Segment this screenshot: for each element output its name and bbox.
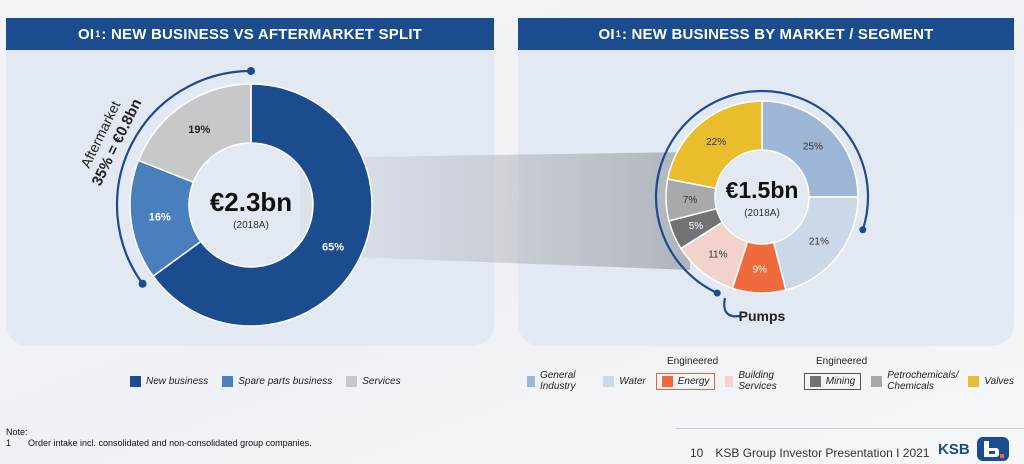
right-legend: General Industry Water Energy Building Serv… (527, 370, 1024, 392)
legend-item: Spare parts business (222, 376, 332, 387)
left-center-sub: (2018A) (233, 220, 269, 231)
right-donut-chart: 25% 21% 9% 11% 5% 7% 22% (665, 100, 859, 294)
footer: 10 KSB Group Investor Presentation I 2021 (690, 446, 929, 460)
right-slice-label: 22% (706, 137, 726, 148)
legend-item: Petrochemicals/Chemicals (871, 370, 958, 392)
pumps-bracket-dot-right (859, 226, 867, 234)
right-center-value: €1.5bn (726, 177, 799, 203)
legend-swatch (130, 376, 141, 387)
page-number: 10 (690, 446, 704, 460)
legend-swatch (809, 375, 821, 387)
legend-label: Building Services (738, 370, 777, 392)
ksb-logo: KSB (938, 436, 1010, 462)
engineered-label-energy: Engineered (667, 356, 719, 367)
right-slice-general-industry (761, 100, 859, 198)
footnote-text: Order intake incl. consolidated and non-… (28, 438, 312, 448)
left-panel-header: OI 1: NEW BUSINESS VS AFTERMARKET SPLIT (6, 18, 494, 50)
legend-swatch (346, 376, 358, 387)
left-slice-label: 19% (188, 124, 210, 136)
footer-divider (676, 428, 1024, 429)
right-slice-label: 7% (683, 195, 698, 206)
footnote-number: 1 (6, 438, 12, 448)
legend-label: Spare parts business (238, 376, 333, 387)
footnote-title: Note: (6, 427, 28, 437)
legend-item: Mining (803, 372, 862, 390)
left-header-prefix: OI (77, 25, 95, 43)
pumps-bracket-arc (654, 89, 870, 295)
legend-item: Energy (655, 372, 716, 390)
right-header-prefix: OI (598, 25, 615, 43)
legend-swatch (968, 375, 980, 387)
right-slice-valves (666, 100, 763, 190)
pumps-label: Pumps (739, 308, 786, 324)
legend-label: Petrochemicals/Chemicals (887, 370, 959, 392)
pumps-bracket-dot-left (713, 289, 721, 297)
right-slice-label: 5% (689, 221, 704, 232)
legend-label: Energy (677, 375, 710, 387)
engineered-label-mining: Engineered (816, 356, 868, 367)
legend-swatch (725, 375, 734, 387)
footer-text: KSB Group Investor Presentation I 2021 (715, 446, 930, 460)
zoom-connector (300, 152, 690, 270)
logo-mark-icon (976, 437, 1009, 461)
legend-label: Mining (825, 375, 856, 387)
legend-swatch (871, 375, 883, 387)
pumps-tail-curve (723, 297, 741, 318)
legend-swatch (661, 375, 673, 387)
legend-item: General Industry (527, 370, 593, 392)
left-slice-new-business (152, 83, 373, 327)
right-slice-label: 11% (708, 249, 727, 260)
left-header-suffix: : NEW BUSINESS VS AFTERMARKET SPLIT (101, 25, 423, 43)
legend-item: Water (603, 375, 646, 387)
legend-label: Valves (984, 375, 1014, 387)
aftermarket-bracket-dot-top (247, 67, 255, 75)
legend-swatch (603, 375, 615, 387)
legend-item: Services (346, 376, 401, 387)
right-center-sub: (2018A) (744, 208, 780, 219)
left-donut-chart: 65% 16% 19% (129, 83, 373, 327)
right-slice-label: 9% (753, 264, 768, 275)
right-slice-label: 25% (803, 142, 823, 153)
right-slice-label: 21% (809, 237, 829, 248)
legend-label: New business (146, 376, 209, 387)
aftermarket-bracket-dot-bottom (138, 279, 147, 288)
left-center-value: €2.3bn (210, 187, 292, 217)
legend-item: Valves (968, 375, 1014, 387)
legend-label: Services (362, 376, 401, 387)
legend-swatch (527, 375, 535, 387)
left-slice-services (137, 83, 252, 184)
aftermarket-bracket-arc (115, 69, 252, 285)
right-panel-header: OI 1: NEW BUSINESS BY MARKET / SEGMENT (518, 18, 1014, 50)
footnote-row: 1 Order intake incl. consolidated and non… (6, 438, 312, 449)
footnote: Note: 1 Order intake incl. consolidated a… (6, 427, 312, 449)
legend-swatch (222, 376, 234, 387)
right-header-suffix: : NEW BUSINESS BY MARKET / SEGMENT (621, 25, 934, 43)
left-slice-label: 16% (149, 211, 171, 223)
legend-label: General Industry (539, 370, 576, 392)
legend-item: Building Services (725, 370, 793, 392)
right-header-footnote: 1 (615, 29, 621, 39)
legend-item: New business (130, 376, 208, 387)
logo-text: KSB (938, 440, 970, 458)
right-slice-water (772, 196, 859, 291)
left-header-footnote: 1 (95, 29, 101, 39)
left-slice-label: 65% (322, 242, 344, 254)
left-legend: New business Spare parts business Services (130, 376, 415, 387)
legend-label: Water (619, 375, 646, 387)
